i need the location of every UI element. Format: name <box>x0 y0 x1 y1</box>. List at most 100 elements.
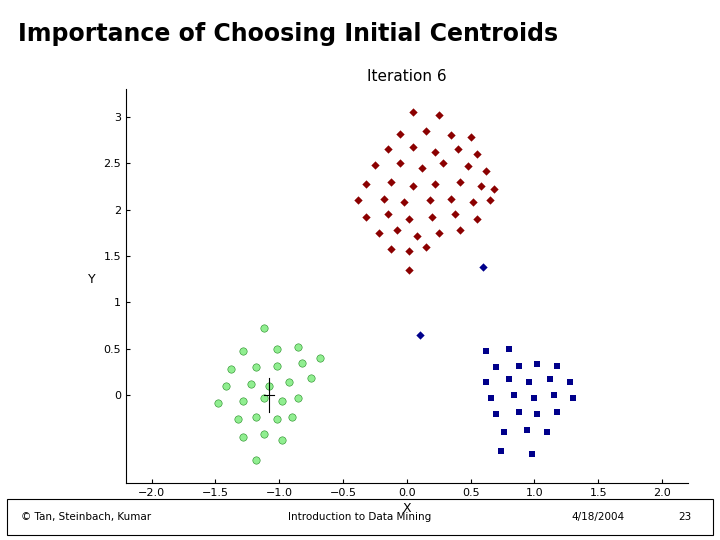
Point <box>552 408 563 416</box>
Point <box>408 108 419 117</box>
Point <box>233 415 244 423</box>
Point <box>284 378 295 387</box>
Point <box>498 428 510 437</box>
Point <box>369 161 381 170</box>
Point <box>386 244 397 253</box>
Point <box>411 231 423 240</box>
Point <box>528 394 540 402</box>
Point <box>238 396 249 405</box>
Point <box>314 354 325 362</box>
Point <box>449 210 461 219</box>
Point <box>465 133 477 141</box>
Point <box>416 164 428 172</box>
Point <box>414 330 426 339</box>
Point <box>429 179 441 188</box>
Point <box>564 378 576 387</box>
Point <box>488 185 500 194</box>
Text: © Tan, Steinbach, Kumar: © Tan, Steinbach, Kumar <box>22 512 151 522</box>
Point <box>408 182 419 191</box>
Point <box>467 198 479 207</box>
Point <box>433 111 444 119</box>
Point <box>404 247 415 256</box>
Point <box>475 182 487 191</box>
Point <box>544 375 556 384</box>
Point <box>471 150 482 158</box>
Point <box>225 365 236 374</box>
Text: Introduction to Data Mining: Introduction to Data Mining <box>289 512 431 522</box>
Point <box>548 391 559 400</box>
Title: Iteration 6: Iteration 6 <box>367 69 446 84</box>
Point <box>462 162 474 171</box>
Point <box>408 142 419 151</box>
Point <box>251 363 262 372</box>
Point <box>258 324 269 333</box>
Point <box>297 359 308 367</box>
Point <box>485 394 497 402</box>
Point <box>523 378 535 387</box>
Point <box>251 412 262 421</box>
Point <box>395 129 406 138</box>
Point <box>420 126 432 135</box>
Point <box>420 242 432 251</box>
Point <box>484 196 495 205</box>
Point <box>404 214 415 223</box>
Point <box>373 228 384 237</box>
Point <box>292 394 304 402</box>
X-axis label: X: X <box>402 502 411 515</box>
Point <box>424 196 436 205</box>
Point <box>526 449 538 458</box>
Point <box>503 345 515 353</box>
Point <box>433 228 444 237</box>
Point <box>503 375 515 384</box>
Point <box>353 196 364 205</box>
Point <box>271 361 282 370</box>
Point <box>276 435 287 444</box>
Point <box>454 178 466 186</box>
Point <box>238 346 249 355</box>
Point <box>567 394 578 402</box>
Point <box>521 426 533 435</box>
Point <box>446 194 457 203</box>
Point <box>360 213 372 221</box>
Point <box>404 266 415 274</box>
Point <box>429 148 441 157</box>
Point <box>426 213 438 221</box>
Point <box>454 226 466 234</box>
Point <box>382 145 393 154</box>
Point <box>490 409 502 418</box>
Point <box>292 343 304 352</box>
Point <box>305 374 317 383</box>
Point <box>446 131 457 140</box>
Text: Importance of Choosing Initial Centroids: Importance of Choosing Initial Centroids <box>18 22 558 45</box>
Point <box>395 159 406 167</box>
Point <box>360 179 372 188</box>
Point <box>552 361 563 370</box>
Point <box>391 226 402 234</box>
Point <box>271 345 282 353</box>
Point <box>271 415 282 423</box>
Point <box>382 210 393 219</box>
Point <box>513 408 525 416</box>
Point <box>508 391 520 400</box>
Point <box>531 409 543 418</box>
Y-axis label: Y: Y <box>89 273 96 286</box>
Point <box>437 159 449 167</box>
Point <box>378 194 390 203</box>
Point <box>246 380 257 388</box>
Point <box>264 382 275 390</box>
Text: 23: 23 <box>678 512 692 522</box>
Point <box>480 378 492 387</box>
Point <box>477 263 489 272</box>
Point <box>531 359 543 368</box>
Point <box>258 430 269 438</box>
Point <box>276 396 287 405</box>
Point <box>452 145 464 154</box>
Point <box>513 361 525 370</box>
Point <box>238 433 249 441</box>
Point <box>495 447 507 455</box>
Text: 4/18/2004: 4/18/2004 <box>572 512 625 522</box>
Point <box>386 178 397 186</box>
Point <box>286 412 297 421</box>
Point <box>220 382 231 390</box>
Point <box>480 166 492 175</box>
